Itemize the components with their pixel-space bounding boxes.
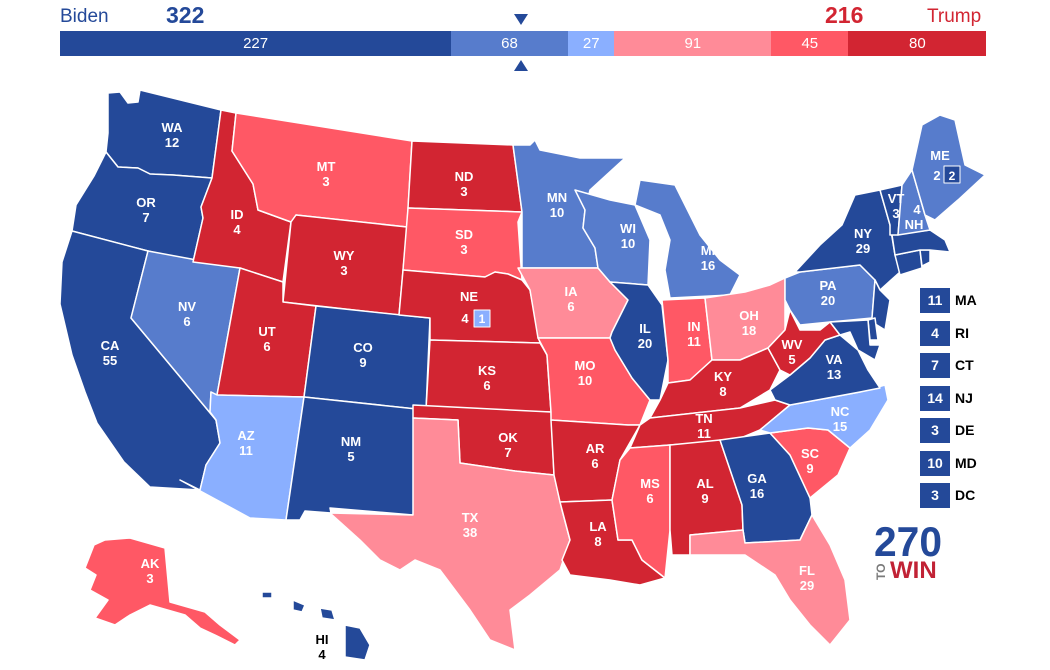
- state-mt[interactable]: [231, 112, 413, 228]
- midpoint-up-arrow-icon: [514, 60, 528, 71]
- logo-suffix: WIN: [890, 557, 937, 582]
- box-dc-label: DC: [955, 487, 976, 503]
- state-md[interactable]: [829, 319, 881, 361]
- state-nm[interactable]: [285, 396, 427, 521]
- state-pa[interactable]: [784, 264, 876, 326]
- 270towin-logo: 270 TO WIN: [874, 518, 942, 582]
- state-mi[interactable]: [634, 179, 741, 299]
- box-nj-ev[interactable]: 14: [920, 385, 950, 411]
- state-tx[interactable]: [329, 417, 571, 651]
- box-ri-ev[interactable]: 4: [920, 320, 950, 346]
- midpoint-down-arrow-icon: [514, 14, 528, 25]
- ne-district-2-box[interactable]: [473, 309, 491, 328]
- box-md-label: MD: [955, 454, 977, 471]
- box-ma-label: MA: [955, 292, 977, 308]
- state-fl[interactable]: [689, 514, 851, 646]
- bar-segment-1: 68: [450, 31, 569, 56]
- state-il[interactable]: [609, 281, 669, 401]
- box-dc-ev[interactable]: 3: [920, 483, 950, 508]
- state-nj[interactable]: [871, 279, 891, 331]
- logo-prefix: TO: [874, 564, 888, 580]
- state-sd[interactable]: [402, 207, 523, 281]
- logo-number: 270: [874, 518, 942, 565]
- trump-votes: 216: [825, 2, 864, 28]
- state-ma[interactable]: [891, 229, 951, 256]
- bar-segment-5: 80: [848, 31, 987, 56]
- state-nh[interactable]: [897, 169, 931, 236]
- state-az[interactable]: [179, 391, 305, 521]
- box-de-label: DE: [955, 422, 975, 438]
- state-co[interactable]: [303, 305, 431, 411]
- box-ma-ev[interactable]: 11: [920, 288, 950, 313]
- state-ri[interactable]: [919, 249, 931, 267]
- state-wy[interactable]: [282, 214, 408, 316]
- bar-segment-3: 91: [614, 31, 772, 56]
- biden-votes: 322: [166, 2, 205, 28]
- bar-segment-4: 45: [770, 31, 849, 56]
- box-ct-label: CT: [955, 357, 974, 373]
- box-de-ev[interactable]: 3: [920, 418, 950, 443]
- state-ak[interactable]: [84, 537, 241, 646]
- bar-segment-2: 27: [567, 31, 615, 56]
- box-ri-label: RI: [955, 324, 969, 341]
- box-md-ev[interactable]: 10: [920, 450, 950, 476]
- label-hi: HI 4: [316, 632, 329, 662]
- electoral-vote-bar: 227 68 27 91 45 80: [60, 31, 987, 56]
- me-district-2-box[interactable]: [943, 165, 961, 184]
- state-nd[interactable]: [407, 140, 523, 213]
- state-hi[interactable]: [261, 591, 371, 661]
- box-nj-label: NJ: [955, 389, 973, 406]
- state-ks[interactable]: [425, 339, 552, 413]
- bar-segment-0: 227: [60, 31, 452, 56]
- box-ct-ev[interactable]: 7: [920, 353, 950, 378]
- biden-name: Biden: [60, 6, 109, 27]
- state-vt[interactable]: [879, 184, 903, 236]
- state-wa[interactable]: [105, 89, 222, 179]
- trump-name: Trump: [927, 6, 982, 27]
